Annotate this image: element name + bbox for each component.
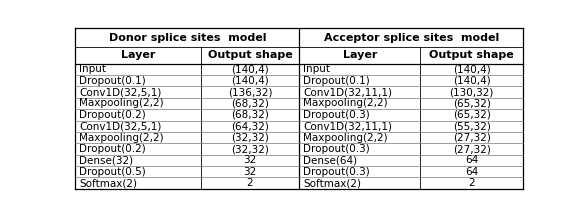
Text: (32,32): (32,32) [231, 133, 269, 143]
Text: (65,32): (65,32) [453, 110, 491, 120]
Text: 2: 2 [246, 178, 253, 188]
Text: (68,32): (68,32) [231, 98, 269, 108]
Text: Softmax(2): Softmax(2) [303, 178, 361, 188]
Text: Conv1D(32,5,1): Conv1D(32,5,1) [79, 87, 161, 97]
Text: Dropout(0.5): Dropout(0.5) [79, 167, 145, 177]
Text: (140,4): (140,4) [231, 64, 269, 74]
Text: Conv1D(32,5,1): Conv1D(32,5,1) [79, 121, 161, 131]
Text: Dropout(0.1): Dropout(0.1) [79, 76, 145, 86]
Text: (140,4): (140,4) [453, 76, 491, 86]
Text: Donor splice sites  model: Donor splice sites model [109, 32, 266, 43]
Text: 32: 32 [244, 167, 256, 177]
Text: (27,32): (27,32) [453, 133, 491, 143]
Text: 2: 2 [468, 178, 475, 188]
Text: Layer: Layer [343, 50, 377, 60]
Text: Maxpooling(2,2): Maxpooling(2,2) [303, 133, 388, 143]
Text: Maxpooling(2,2): Maxpooling(2,2) [79, 98, 164, 108]
Text: Layer: Layer [121, 50, 155, 60]
Text: (140,4): (140,4) [231, 76, 269, 86]
Text: Input: Input [79, 64, 106, 74]
Text: Dropout(0.1): Dropout(0.1) [303, 76, 370, 86]
Text: Dropout(0.3): Dropout(0.3) [303, 110, 370, 120]
Text: Acceptor splice sites  model: Acceptor splice sites model [324, 32, 499, 43]
Text: Input: Input [303, 64, 330, 74]
Text: (130,32): (130,32) [450, 87, 494, 97]
Text: Dropout(0.3): Dropout(0.3) [303, 144, 370, 154]
Text: (32,32): (32,32) [231, 144, 269, 154]
Text: (140,4): (140,4) [453, 64, 491, 74]
Text: 64: 64 [465, 167, 478, 177]
Text: Output shape: Output shape [429, 50, 514, 60]
Text: Conv1D(32,11,1): Conv1D(32,11,1) [303, 87, 392, 97]
Text: Dropout(0.2): Dropout(0.2) [79, 144, 145, 154]
Text: (55,32): (55,32) [453, 121, 491, 131]
Text: Maxpooling(2,2): Maxpooling(2,2) [303, 98, 388, 108]
Text: Softmax(2): Softmax(2) [79, 178, 137, 188]
Text: Maxpooling(2,2): Maxpooling(2,2) [79, 133, 164, 143]
Text: Dense(32): Dense(32) [79, 155, 133, 165]
Text: (68,32): (68,32) [231, 110, 269, 120]
Text: Dropout(0.3): Dropout(0.3) [303, 167, 370, 177]
Text: (64,32): (64,32) [231, 121, 269, 131]
Text: 64: 64 [465, 155, 478, 165]
Text: Dropout(0.2): Dropout(0.2) [79, 110, 145, 120]
Text: Dense(64): Dense(64) [303, 155, 357, 165]
Text: Conv1D(32,11,1): Conv1D(32,11,1) [303, 121, 392, 131]
Text: (136,32): (136,32) [228, 87, 272, 97]
Text: Output shape: Output shape [208, 50, 293, 60]
Text: 32: 32 [244, 155, 256, 165]
Text: (65,32): (65,32) [453, 98, 491, 108]
Text: (27,32): (27,32) [453, 144, 491, 154]
